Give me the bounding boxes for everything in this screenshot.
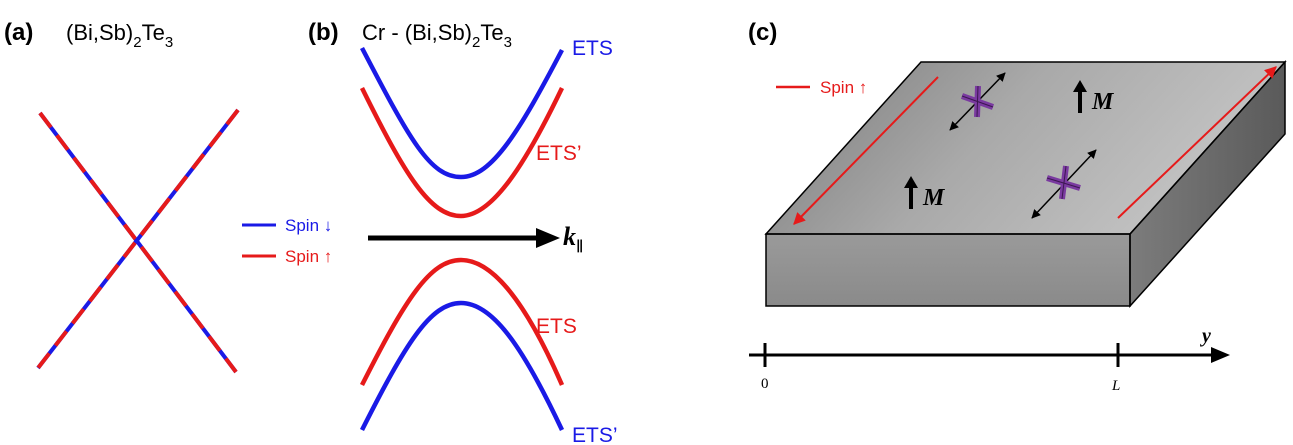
magnetization-label-2: M [922, 185, 946, 211]
y-axis: 0 L y [749, 325, 1230, 394]
blocked-backscattering-2 [1031, 149, 1097, 219]
legend-label-spin-up: Spin ↑ [285, 247, 332, 266]
k-axis-arrowhead [536, 228, 560, 248]
label-lower-blue-band: ETS’ [572, 424, 618, 445]
panel-b: (b) Cr - (Bi,Sb)2Te3 Spin ↓ Spin ↑ ETS E… [242, 19, 618, 445]
blocked-backscattering-1 [949, 72, 1006, 131]
label-upper-red-band: ETS’ [536, 142, 582, 165]
dirac-line-2-spin-down [36, 108, 240, 370]
slab-top-face [766, 62, 1285, 234]
legend-label-spin-down: Spin ↓ [285, 216, 332, 235]
slab-legend: Spin ↑ [776, 78, 867, 97]
panel-c: (c) Spin ↑ M M [748, 19, 1287, 394]
panel-b-letter: (b) [308, 19, 339, 46]
label-lower-red-band: ETS [536, 315, 577, 338]
dirac-line-1-spin-down [38, 111, 238, 374]
dirac-cone [36, 108, 240, 374]
upper-band-spin-down [360, 46, 564, 180]
upper-band-spin-up [359, 87, 565, 219]
slab-front-face [766, 234, 1130, 306]
label-upper-blue-band: ETS [572, 37, 613, 60]
magnetization-1: M [1073, 80, 1115, 115]
magnetization-label-1: M [1091, 89, 1115, 115]
magnetic-ti-slab [764, 60, 1287, 308]
slab-side-face [1130, 62, 1285, 306]
panel-b-title: Cr - (Bi,Sb)2Te3 [362, 20, 512, 51]
lower-band-spin-down [359, 300, 565, 432]
panel-a: (a) (Bi,Sb)2Te3 [4, 19, 240, 374]
y-axis-arrowhead [1211, 347, 1230, 363]
k-axis-label: k∥ [563, 222, 583, 255]
y-axis-tick-label-L: L [1111, 378, 1120, 394]
left-edge-channel [793, 76, 939, 225]
right-edge-channel [1117, 66, 1277, 219]
panel-c-letter: (c) [748, 19, 777, 46]
magnetization-2: M [904, 176, 946, 211]
panel-a-letter: (a) [4, 19, 33, 46]
y-axis-label: y [1200, 325, 1211, 347]
band-structure [359, 46, 565, 432]
y-axis-tick-label-0: 0 [761, 376, 769, 392]
k-axis: k∥ [368, 222, 583, 255]
slab-legend-label: Spin ↑ [820, 78, 867, 97]
spin-legend: Spin ↓ Spin ↑ [242, 216, 332, 266]
lower-band-spin-up [359, 257, 565, 387]
panel-a-title: (Bi,Sb)2Te3 [66, 20, 173, 51]
